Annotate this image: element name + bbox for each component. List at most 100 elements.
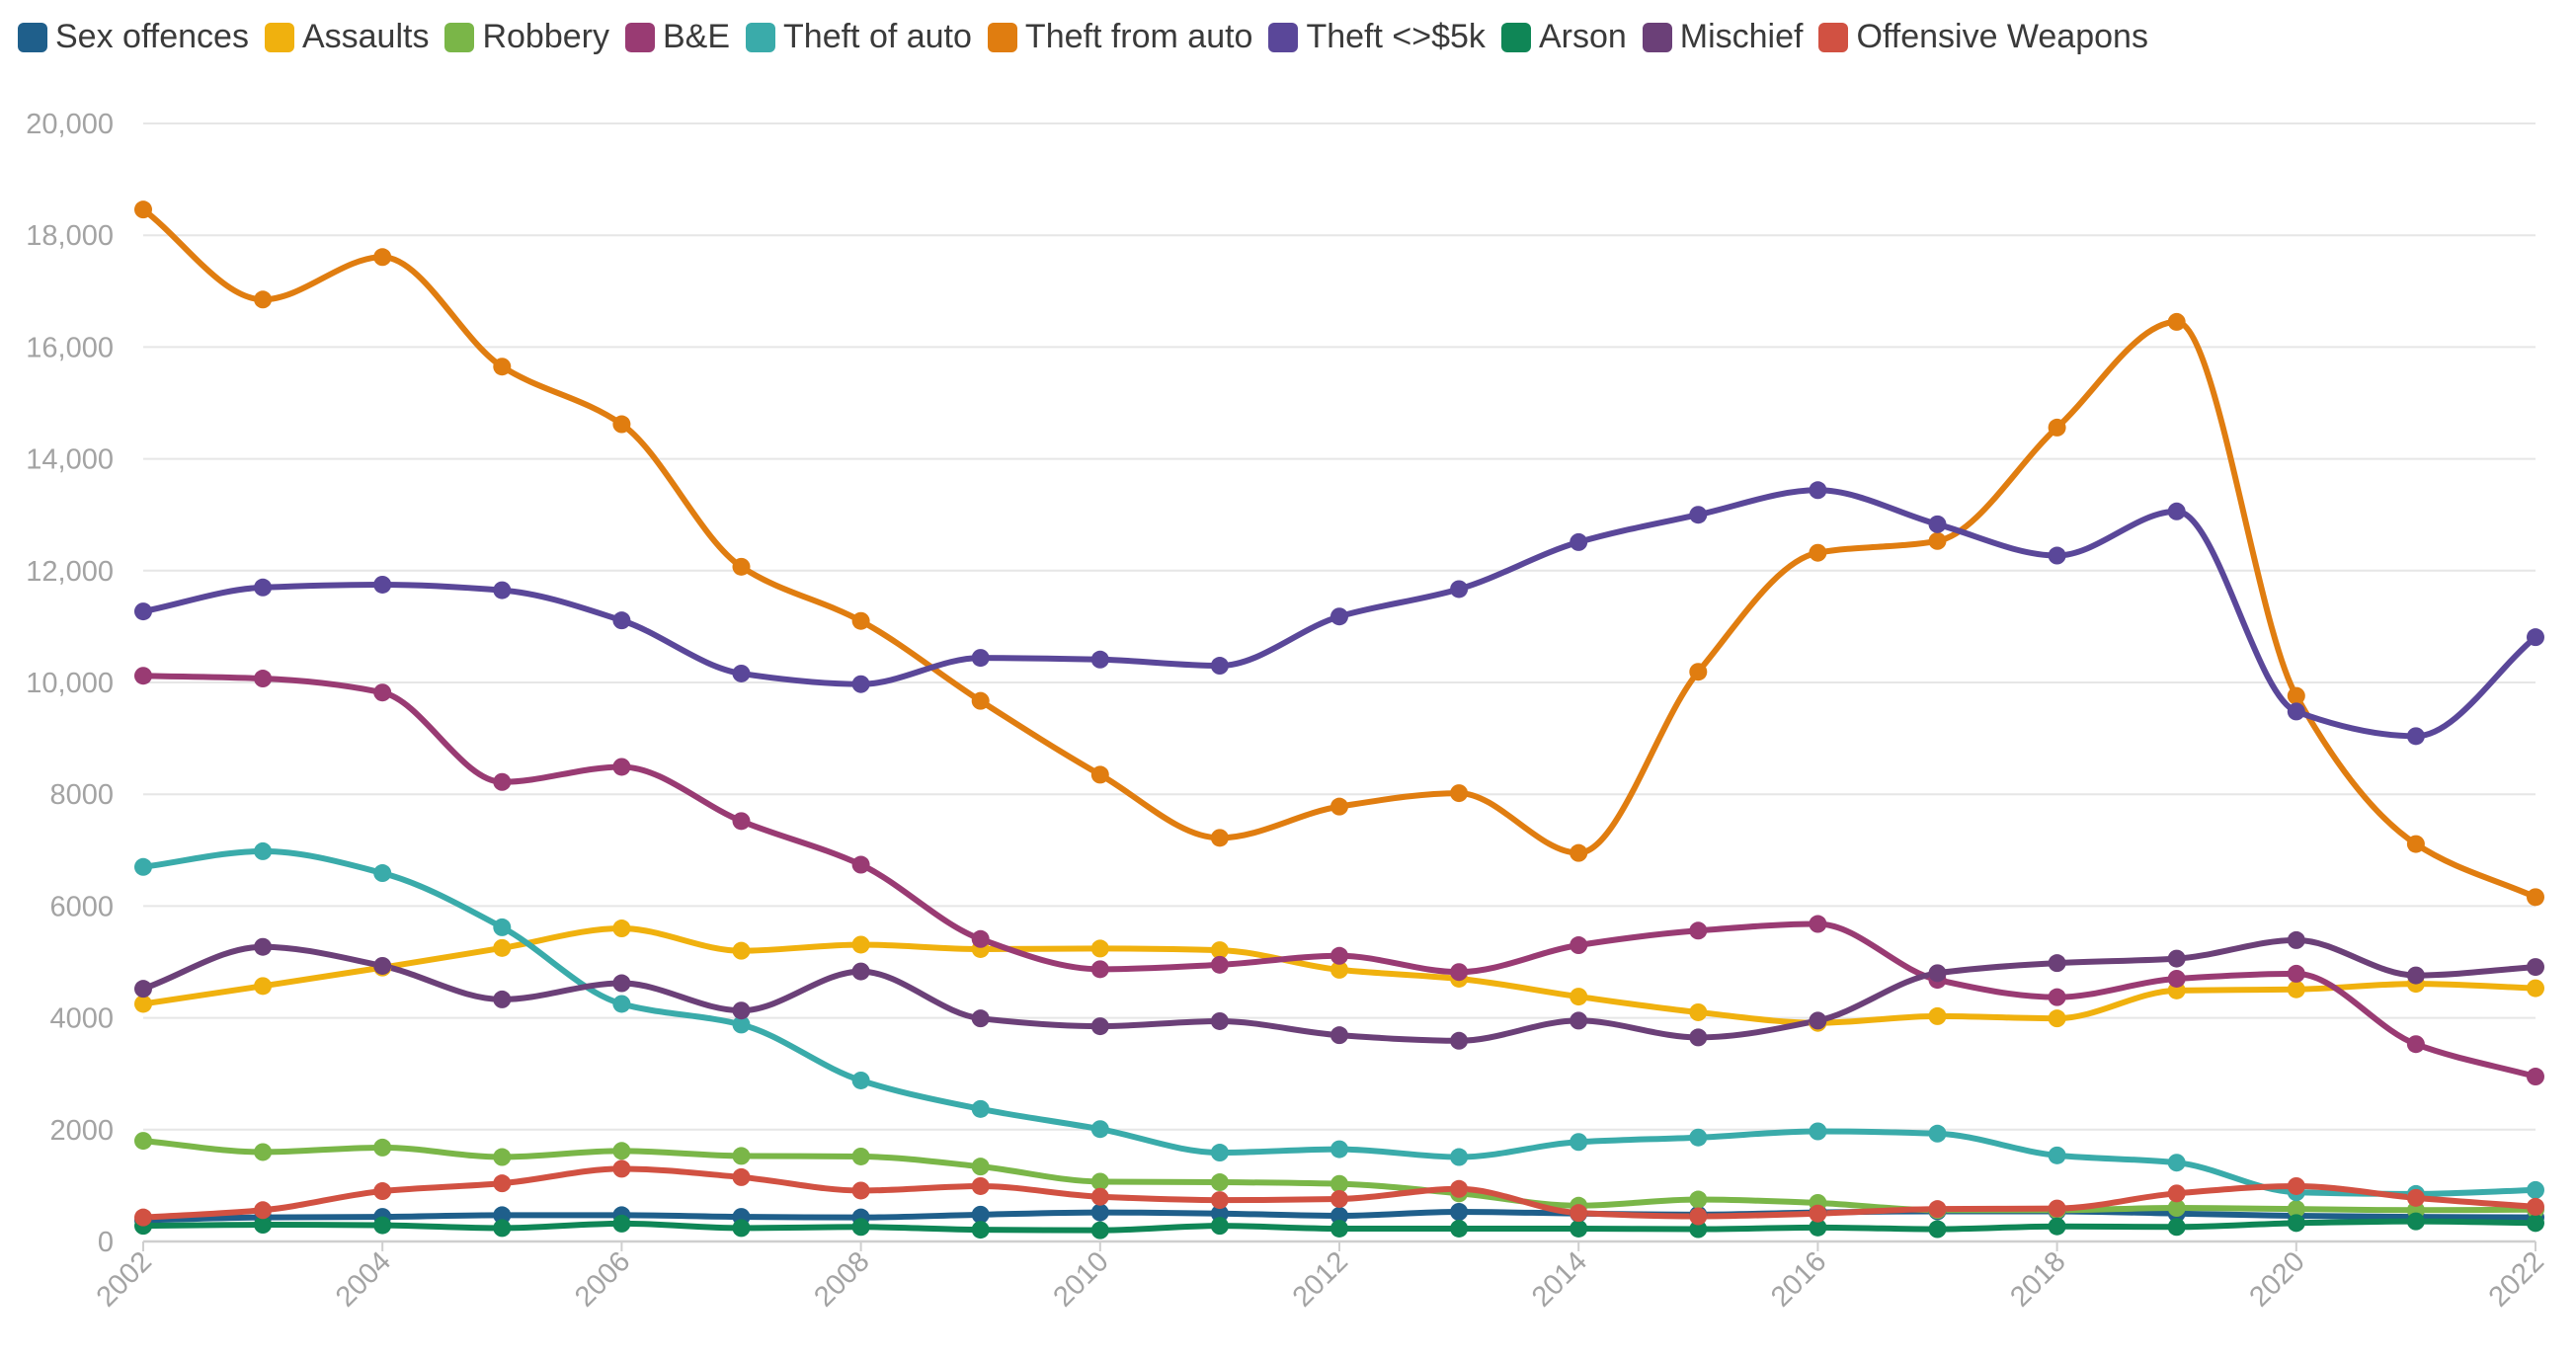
data-point[interactable] (2167, 969, 2186, 988)
data-point[interactable] (1090, 1187, 1109, 1206)
data-point[interactable] (254, 1201, 273, 1220)
data-point[interactable] (2048, 1199, 2066, 1218)
legend-item[interactable]: Theft of auto (746, 18, 972, 56)
data-point[interactable] (1090, 1017, 1109, 1036)
data-point[interactable] (971, 1158, 990, 1176)
data-point[interactable] (1570, 1011, 1588, 1030)
legend-item[interactable]: Theft from auto (987, 18, 1252, 56)
data-point[interactable] (134, 980, 152, 999)
data-point[interactable] (1330, 946, 1348, 965)
data-point[interactable] (1689, 663, 1708, 681)
data-point[interactable] (373, 1138, 392, 1157)
data-point[interactable] (2287, 1214, 2305, 1233)
data-point[interactable] (1689, 1128, 1708, 1147)
data-point[interactable] (2048, 418, 2066, 437)
data-point[interactable] (2287, 930, 2305, 949)
data-point[interactable] (2287, 1200, 2305, 1219)
data-point[interactable] (2167, 1184, 2186, 1203)
data-point[interactable] (612, 995, 631, 1013)
data-point[interactable] (1450, 1031, 1469, 1050)
data-point[interactable] (1928, 1200, 1947, 1219)
legend-item[interactable]: Offensive Weapons (1818, 18, 2148, 56)
data-point[interactable] (1210, 1173, 1229, 1192)
data-point[interactable] (2167, 949, 2186, 968)
legend-item[interactable]: Assaults (264, 18, 429, 56)
data-point[interactable] (1570, 532, 1588, 551)
data-point[interactable] (254, 1143, 273, 1161)
data-point[interactable] (1689, 1190, 1708, 1209)
data-point[interactable] (2287, 1176, 2305, 1195)
data-point[interactable] (971, 691, 990, 710)
data-point[interactable] (2167, 312, 2186, 331)
data-point[interactable] (971, 1221, 990, 1239)
data-point[interactable] (493, 581, 512, 600)
data-point[interactable] (254, 670, 273, 688)
data-point[interactable] (134, 1208, 152, 1227)
data-point[interactable] (1330, 1189, 1348, 1208)
data-point[interactable] (851, 1181, 870, 1200)
data-point[interactable] (1809, 915, 1827, 933)
data-point[interactable] (134, 1132, 152, 1151)
data-point[interactable] (732, 1001, 751, 1020)
data-point[interactable] (971, 1099, 990, 1118)
data-point[interactable] (1689, 921, 1708, 940)
data-point[interactable] (2167, 1218, 2186, 1237)
data-point[interactable] (851, 935, 870, 954)
data-point[interactable] (1928, 1006, 1947, 1025)
data-point[interactable] (1210, 1191, 1229, 1210)
data-point[interactable] (1210, 955, 1229, 974)
data-point[interactable] (134, 667, 152, 685)
data-point[interactable] (971, 1176, 990, 1195)
data-point[interactable] (493, 990, 512, 1008)
data-point[interactable] (373, 683, 392, 702)
data-point[interactable] (612, 1142, 631, 1160)
data-point[interactable] (1450, 1219, 1469, 1238)
data-point[interactable] (1330, 960, 1348, 979)
data-point[interactable] (493, 772, 512, 791)
data-point[interactable] (2527, 888, 2544, 907)
legend-item[interactable]: Theft <>$5k (1268, 18, 1486, 56)
data-point[interactable] (2406, 727, 2425, 746)
data-point[interactable] (1090, 1172, 1109, 1191)
data-point[interactable] (2048, 1009, 2066, 1028)
data-point[interactable] (1330, 1174, 1348, 1193)
data-point[interactable] (851, 855, 870, 874)
data-point[interactable] (612, 415, 631, 434)
data-point[interactable] (732, 1015, 751, 1034)
data-point[interactable] (1570, 1219, 1588, 1238)
data-point[interactable] (1689, 1002, 1708, 1021)
data-point[interactable] (1570, 1133, 1588, 1152)
data-point[interactable] (2527, 979, 2544, 998)
data-point[interactable] (1210, 1217, 1229, 1236)
data-point[interactable] (2406, 1188, 2425, 1207)
data-point[interactable] (971, 1205, 990, 1224)
data-point[interactable] (732, 557, 751, 576)
data-point[interactable] (493, 1206, 512, 1225)
data-point[interactable] (2048, 546, 2066, 565)
data-point[interactable] (612, 919, 631, 938)
data-point[interactable] (2167, 502, 2186, 520)
data-point[interactable] (134, 602, 152, 621)
data-point[interactable] (134, 857, 152, 876)
data-point[interactable] (2287, 964, 2305, 983)
data-point[interactable] (373, 1182, 392, 1201)
data-point[interactable] (134, 995, 152, 1013)
data-point[interactable] (1570, 936, 1588, 955)
data-point[interactable] (493, 918, 512, 936)
data-point[interactable] (732, 1167, 751, 1186)
data-point[interactable] (851, 675, 870, 693)
data-point[interactable] (134, 200, 152, 219)
data-point[interactable] (373, 248, 392, 267)
data-point[interactable] (1450, 963, 1469, 982)
legend-item[interactable]: Arson (1500, 18, 1627, 56)
data-point[interactable] (971, 929, 990, 948)
data-point[interactable] (1090, 960, 1109, 979)
data-point[interactable] (1090, 1120, 1109, 1139)
data-point[interactable] (2167, 1199, 2186, 1218)
data-point[interactable] (851, 1071, 870, 1089)
data-point[interactable] (1330, 1219, 1348, 1238)
data-point[interactable] (732, 941, 751, 960)
data-point[interactable] (373, 956, 392, 975)
legend-item[interactable]: B&E (624, 18, 730, 56)
data-point[interactable] (1330, 1140, 1348, 1159)
